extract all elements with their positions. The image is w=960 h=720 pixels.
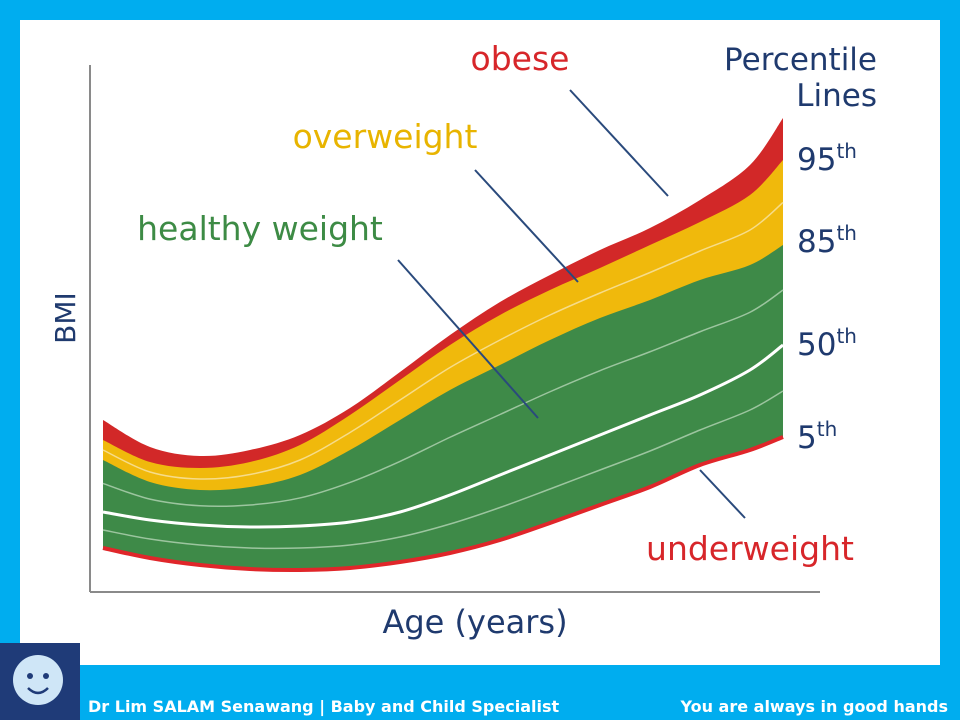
percentile-number: 5: [797, 420, 817, 456]
bands: [102, 118, 784, 573]
x-axis-label: Age (years): [382, 603, 567, 641]
percentile-label: 85th: [797, 221, 857, 260]
percentile-line: [102, 289, 784, 508]
logo-mouth: [27, 687, 49, 695]
percentile-suffix: th: [817, 417, 838, 441]
logo-face: [13, 655, 63, 705]
percentile-suffix: th: [836, 324, 857, 348]
footer-left: Dr Lim SALAM Senawang | Baby and Child S…: [88, 697, 559, 717]
legend-title: Lines: [796, 78, 877, 114]
median-line: [102, 343, 784, 529]
percentile-line: [102, 390, 784, 550]
percentile-number: 95: [797, 142, 836, 178]
percentile-label: 5th: [797, 417, 837, 456]
zone-label: obese: [471, 39, 570, 78]
pointer: [699, 469, 746, 519]
logo-eye: [27, 673, 33, 679]
percentile-number: 85: [797, 224, 836, 260]
pointers: [397, 89, 746, 519]
underweight-line: [102, 435, 784, 573]
percentile-number: 50: [797, 327, 836, 363]
pointer: [397, 259, 539, 419]
band-healthy: [103, 245, 783, 571]
percentile-line: [102, 201, 784, 480]
zone-label: healthy weight: [137, 209, 383, 248]
logo-eye: [43, 673, 49, 679]
zone-label: underweight: [646, 529, 854, 568]
zone-label: overweight: [293, 117, 478, 156]
logo: [0, 643, 80, 720]
percentile-suffix: th: [836, 221, 857, 245]
y-axis-label: BMI: [49, 292, 82, 344]
percentile-label: 95th: [797, 139, 857, 178]
legend-title: Percentile: [724, 42, 877, 78]
pointer: [569, 89, 669, 197]
pointer: [474, 169, 579, 283]
footer-right: You are always in good hands: [679, 697, 948, 716]
percentile-label: 50th: [797, 324, 857, 363]
percentile-suffix: th: [836, 139, 857, 163]
